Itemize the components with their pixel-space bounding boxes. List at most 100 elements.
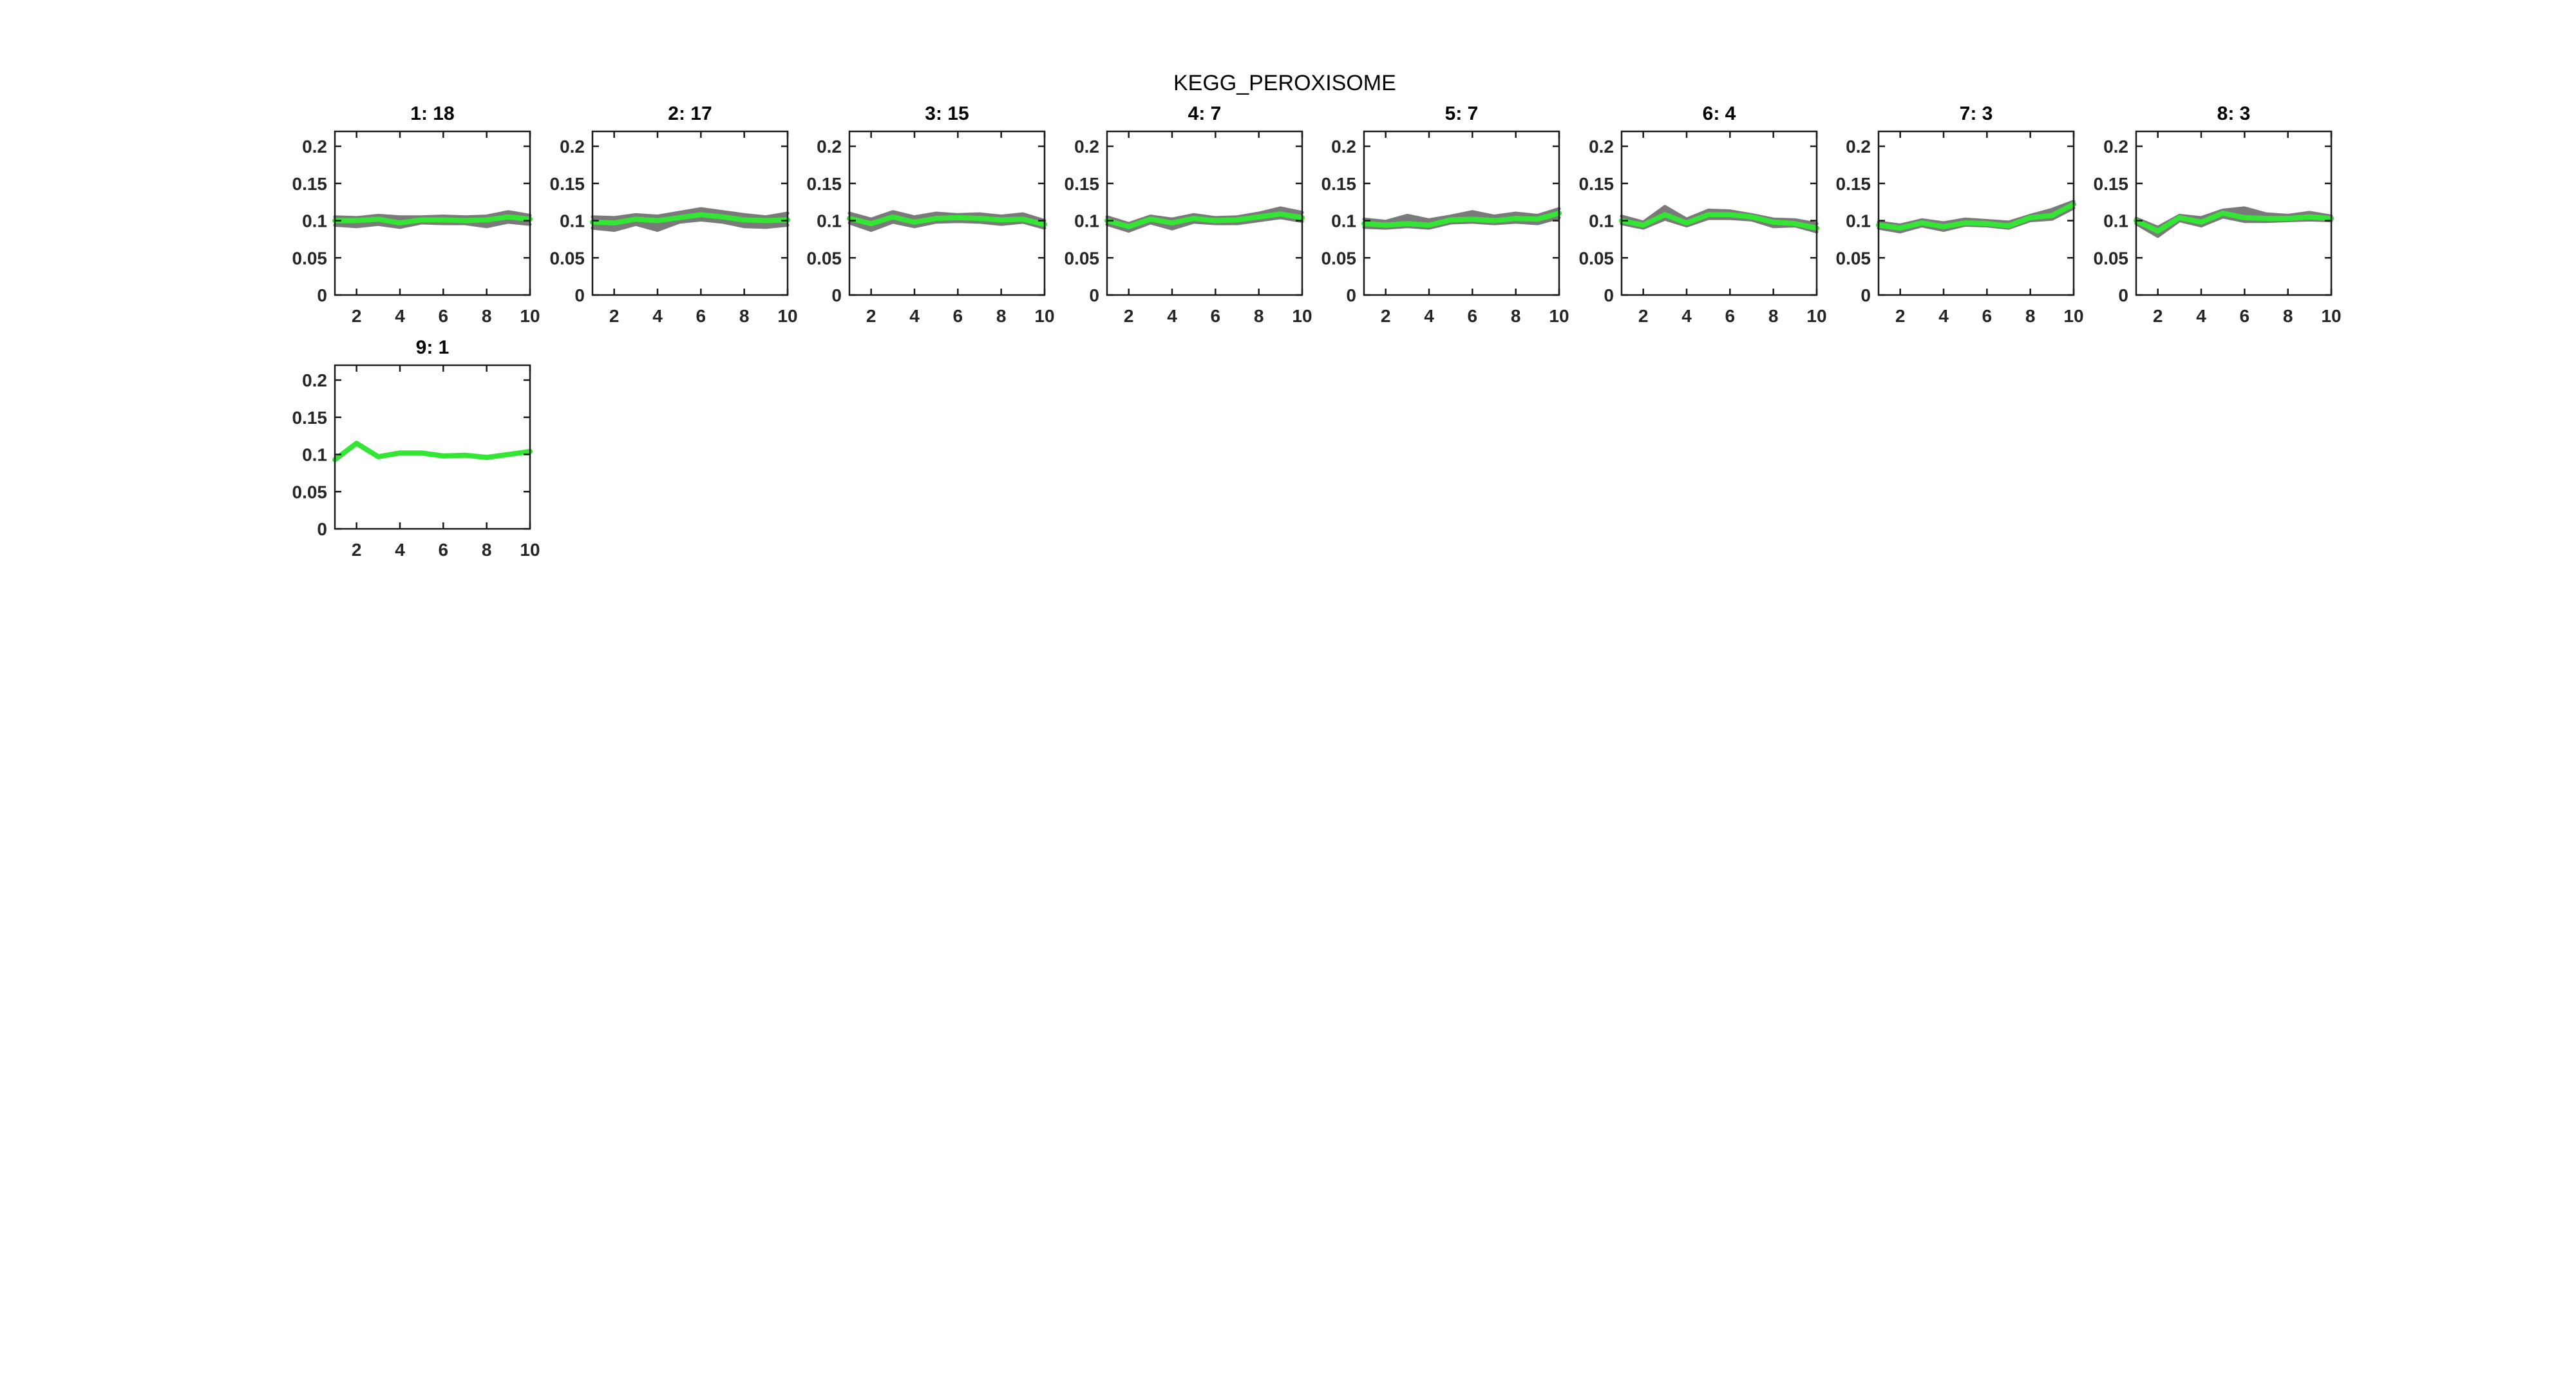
x-tick-label: 8: [739, 306, 750, 326]
y-tick-label: 0: [1346, 285, 1356, 305]
subplot-5: 2 4 6 8 10 0 0.05 0.1 0.15 0.2 5: 7: [1321, 103, 1569, 326]
x-tick-label: 8: [1768, 306, 1779, 326]
y-tick-label: 0.2: [1074, 137, 1099, 157]
x-tick-label: 10: [520, 306, 540, 326]
plot-box: [1620, 130, 1818, 296]
y-tick-label: 0: [831, 285, 842, 305]
member-band-edge-upper: [1362, 207, 1561, 224]
mean-line: [1619, 212, 1819, 231]
x-tick-label: 8: [1511, 306, 1521, 326]
subplot-9: 2 4 6 8 10 0 0.05 0.1 0.15 0.2 9: 1: [292, 337, 540, 560]
y-tick-label: 0.1: [1846, 211, 1871, 231]
subplot-7: 2 4 6 8 10 0 0.05 0.1 0.15 0.2 7: 3: [1836, 103, 2084, 326]
plot-box: [334, 364, 531, 530]
x-tick-label: 2: [1895, 306, 1906, 326]
y-tick-label: 0.05: [1321, 248, 1357, 268]
mean-line: [1876, 202, 2076, 231]
x-tick-label: 4: [1938, 306, 1949, 326]
subplot-6: 2 4 6 8 10 0 0.05 0.1 0.15 0.2 6: 4: [1579, 103, 1827, 326]
x-tick-label: 6: [439, 540, 449, 560]
x-tick-label: 6: [2240, 306, 2250, 326]
plot-box: [2135, 130, 2333, 296]
x-tick-label: 2: [609, 306, 620, 326]
y-tick-label: 0.15: [1065, 174, 1100, 194]
member-band-edge-upper: [1877, 200, 2076, 227]
x-tick-label: 4: [2196, 306, 2206, 326]
y-tick-label: 0.05: [807, 248, 842, 268]
member-band-edge-lower: [333, 220, 532, 229]
subplot-title: 3: 15: [925, 103, 969, 124]
subplot-title: 5: 7: [1445, 103, 1479, 124]
x-tick-label: 10: [1806, 306, 1826, 326]
member-band-edge-upper: [333, 210, 532, 220]
subplot-3: 2 4 6 8 10 0 0.05 0.1 0.15 0.2 3: 15: [807, 103, 1055, 326]
y-tick-label: 0: [1089, 285, 1099, 305]
subplot-title: 4: 7: [1188, 103, 1222, 124]
x-tick-label: 4: [1424, 306, 1434, 326]
member-band-edge-upper: [591, 207, 790, 220]
y-tick-label: 0.15: [292, 408, 328, 428]
x-tick-label: 2: [1381, 306, 1391, 326]
y-tick-label: 0.1: [1074, 211, 1099, 231]
y-tick-label: 0.1: [817, 211, 842, 231]
plot-box: [1877, 130, 2075, 296]
y-tick-label: 0: [574, 285, 585, 305]
mean-line: [590, 212, 790, 226]
member-band-edge-lower: [591, 218, 790, 233]
plot-box: [334, 130, 531, 296]
y-tick-label: 0.15: [1321, 174, 1357, 194]
y-tick-label: 0.05: [292, 482, 328, 502]
y-tick-label: 0.05: [550, 248, 585, 268]
y-tick-label: 0.15: [292, 174, 328, 194]
x-tick-label: 2: [352, 540, 362, 560]
y-tick-label: 0: [317, 285, 327, 305]
member-band-edge-lower: [2134, 215, 2333, 238]
x-tick-label: 8: [2025, 306, 2036, 326]
y-tick-label: 0.2: [817, 137, 842, 157]
x-tick-label: 10: [1549, 306, 1569, 326]
y-tick-label: 0.1: [560, 211, 585, 231]
y-tick-label: 0.2: [302, 370, 327, 390]
member-band-edge-upper: [848, 210, 1046, 223]
x-tick-label: 10: [520, 540, 540, 560]
x-tick-label: 8: [1254, 306, 1264, 326]
subplot-title: 7: 3: [1960, 103, 1993, 124]
x-tick-label: 6: [1725, 306, 1736, 326]
x-tick-label: 4: [909, 306, 920, 326]
y-tick-label: 0.1: [302, 445, 327, 465]
y-tick-label: 0.2: [560, 137, 585, 157]
x-tick-label: 6: [953, 306, 963, 326]
y-tick-label: 0.1: [1331, 211, 1356, 231]
x-tick-label: 6: [1211, 306, 1221, 326]
mean-line: [2134, 211, 2334, 234]
subplot-2: 2 4 6 8 10 0 0.05 0.1 0.15 0.2 2: 17: [550, 103, 798, 326]
subplot-title: 9: 1: [416, 337, 450, 358]
y-tick-label: 0.15: [1836, 174, 1871, 194]
subplot-title: 6: 4: [1703, 103, 1736, 124]
x-tick-label: 6: [1468, 306, 1478, 326]
mean-line: [1361, 211, 1562, 228]
y-tick-label: 0.1: [1589, 211, 1614, 231]
plot-box: [1106, 130, 1303, 296]
mean-line: [332, 441, 533, 462]
subplot-title: 1: 18: [410, 103, 454, 124]
member-band-edge-lower: [1620, 216, 1819, 234]
member-band-edge-lower: [1362, 216, 1561, 230]
mean-line: [1104, 211, 1305, 229]
subplot-1: 2 4 6 8 10 0 0.05 0.1 0.15 0.2 1: 18: [292, 103, 540, 326]
subplot-title: 8: 3: [2217, 103, 2251, 124]
x-tick-label: 4: [1681, 306, 1692, 326]
y-tick-label: 0.2: [2103, 137, 2128, 157]
member-band-edge-lower: [1105, 216, 1304, 233]
x-tick-label: 4: [395, 306, 405, 326]
y-tick-label: 0.2: [1331, 137, 1356, 157]
x-tick-label: 10: [2321, 306, 2341, 326]
y-tick-label: 0: [1861, 285, 1871, 305]
y-tick-label: 0.05: [1836, 248, 1871, 268]
x-tick-label: 10: [2063, 306, 2083, 326]
member-band-edge-lower: [848, 220, 1046, 233]
x-tick-label: 4: [652, 306, 663, 326]
x-tick-label: 2: [1638, 306, 1649, 326]
y-tick-label: 0.15: [2094, 174, 2129, 194]
